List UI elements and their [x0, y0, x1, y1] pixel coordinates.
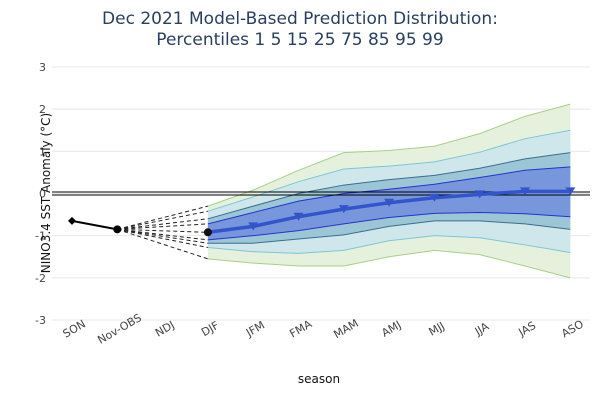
fan-line-6	[117, 218, 208, 230]
series	[68, 187, 576, 237]
y-tick--1: -1	[35, 230, 46, 243]
x-tick-DJF: DJF	[199, 319, 221, 339]
percentile-line-p75	[207, 166, 571, 225]
median-point-ASO	[565, 187, 576, 196]
fan-line-4	[117, 228, 208, 233]
fan-line-3	[117, 228, 208, 241]
percentile-line-p99	[207, 103, 571, 207]
percentile-line-p1	[207, 249, 571, 279]
x-tick-JAS: JAS	[516, 319, 539, 340]
y-tick-1: 1	[39, 145, 46, 158]
fan-line-7	[117, 210, 208, 230]
observed-line	[71, 219, 118, 231]
x-tick-JJA: JJA	[472, 320, 492, 339]
y-tick-2: 2	[39, 103, 46, 116]
median-point-JAS	[520, 187, 530, 196]
fan-lines	[117, 205, 209, 260]
percentile-line-p15	[207, 220, 571, 244]
median-point-DJF	[203, 228, 212, 237]
percentile-line-p25	[207, 211, 571, 241]
y-tick--2: -2	[35, 272, 46, 285]
fan-line-1	[117, 228, 208, 248]
x-tick-MJJ: MJJ	[426, 319, 446, 338]
fan-line-2	[117, 228, 208, 244]
x-tick-labels: SON Nov-OBS NDJ DJF JFM FMA MAM AMJ MJJ JJA JAS ASO	[61, 311, 586, 346]
chart-title-line-2: Percentiles 1 5 15 25 75 85 95 99	[156, 30, 443, 50]
x-tick-ASO: ASO	[559, 317, 586, 340]
median-point-MAM	[338, 205, 349, 214]
x-tick-JFM: JFM	[243, 319, 267, 340]
fan-line-5	[117, 223, 208, 230]
median-point-AMJ	[384, 198, 395, 207]
fan-line-0	[117, 228, 209, 260]
x-tick-NDJ: NDJ	[153, 318, 177, 339]
median-point-MJJ	[429, 193, 440, 202]
observed-point-SON	[68, 216, 76, 225]
median-point-FMA	[293, 212, 304, 221]
x-tick-SON: SON	[61, 317, 88, 340]
y-tick-3: 3	[39, 61, 46, 74]
y-tick--3: -3	[35, 314, 46, 327]
x-tick-Nov-OBS: Nov-OBS	[95, 311, 143, 346]
percentile-line-p85	[207, 152, 571, 220]
y-axis-title: NINO3.4 SST Anomaly (°C)	[39, 113, 53, 273]
observed-point-Nov-OBS	[113, 225, 122, 234]
y-tick-0: 0	[39, 188, 46, 201]
percentile-line-p5	[207, 235, 571, 254]
chart-title-line-1: Dec 2021 Model-Based Prediction Distribu…	[102, 9, 498, 29]
x-tick-FMA: FMA	[287, 317, 314, 340]
fan-line-8	[117, 205, 209, 230]
median-point-JJA	[474, 190, 485, 199]
median-point-JFM	[248, 222, 259, 231]
x-tick-AMJ: AMJ	[379, 318, 403, 339]
y-tick-labels: -3 -2 -1 0 1 2 3	[35, 61, 46, 327]
x-axis-title: season	[298, 372, 340, 386]
